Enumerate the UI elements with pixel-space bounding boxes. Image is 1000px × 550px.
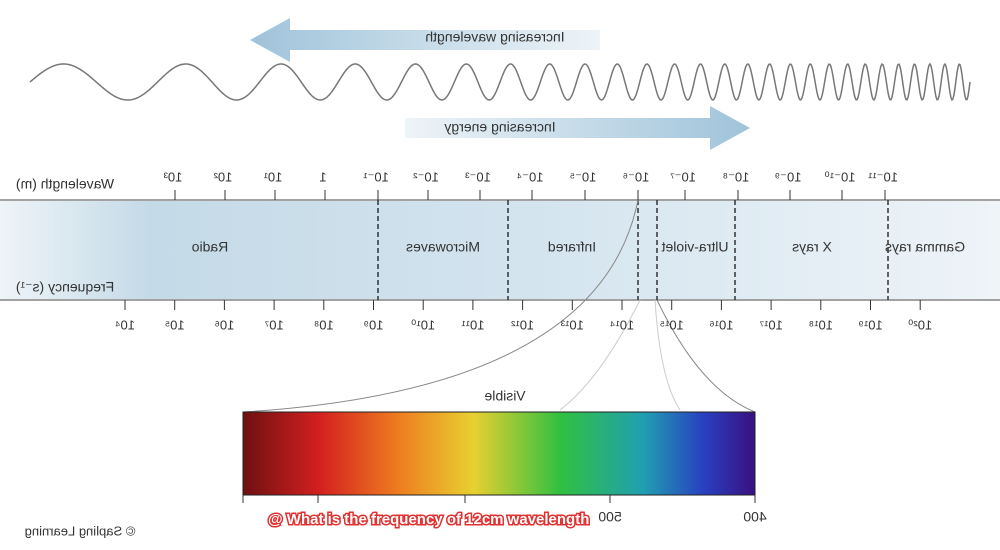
visible-bar bbox=[242, 411, 756, 496]
frequency-tick: 10⁵ bbox=[165, 317, 185, 332]
region-label: Infrared bbox=[548, 239, 596, 255]
wavelength-tick: 10⁻² bbox=[413, 169, 439, 184]
wavelength-tick: 10⁻⁴ bbox=[517, 169, 544, 184]
frequency-tick: 10¹⁶ bbox=[709, 317, 733, 332]
region-label: Microwaves bbox=[406, 239, 480, 255]
wavelength-tick: 10² bbox=[213, 169, 232, 184]
visible-curve bbox=[242, 199, 639, 413]
wavelength-tick: 10⁻⁶ bbox=[623, 169, 650, 184]
frequency-tick: 10⁹ bbox=[363, 317, 383, 332]
frequency-tick: 10¹² bbox=[510, 317, 534, 332]
arrow-label: Increasing energy bbox=[444, 119, 555, 135]
arrow-left bbox=[250, 18, 600, 62]
frequency-tick: 10⁴ bbox=[115, 317, 135, 332]
frequency-tick: 10¹⁷ bbox=[759, 317, 783, 332]
frequency-tick: 10¹⁵ bbox=[660, 317, 684, 332]
axis-label: Wavelength (m) bbox=[16, 176, 114, 192]
axis-label: Frequency (s⁻¹) bbox=[16, 279, 114, 295]
region-label: Ultra-violet bbox=[661, 239, 728, 255]
frequency-tick: 10¹⁴ bbox=[610, 317, 634, 332]
visible-curve bbox=[559, 299, 681, 411]
region-label: Radio bbox=[192, 239, 229, 255]
arrow-right bbox=[405, 106, 750, 150]
credit: © Sapling Learning bbox=[25, 523, 136, 538]
frequency-tick: 10¹³ bbox=[560, 317, 584, 332]
wavelength-tick: 1 bbox=[319, 169, 326, 184]
visible-label: Visible bbox=[484, 388, 525, 404]
frequency-tick: 10¹⁰ bbox=[411, 317, 435, 332]
wavelength-tick: 10⁻¹¹ bbox=[867, 169, 898, 184]
frequency-tick: 10⁸ bbox=[314, 317, 334, 332]
region-label: Gamma rays bbox=[885, 239, 965, 255]
wavelength-nm: 500 bbox=[598, 509, 622, 525]
wavelength-tick: 10⁻¹ bbox=[363, 169, 389, 184]
wavelength-tick: 10¹ bbox=[263, 169, 282, 184]
wavelength-tick: 10⁻⁵ bbox=[570, 169, 597, 184]
wavelength-nm: 400 bbox=[743, 509, 767, 525]
frequency-tick: 10¹¹ bbox=[461, 317, 485, 332]
wavelength-tick: 10⁻¹⁰ bbox=[825, 169, 856, 184]
question-caption: @ What is the frequency of 12cm waveleng… bbox=[268, 511, 589, 528]
arrow-label: Increasing wavelength bbox=[425, 29, 564, 45]
frequency-tick: 10²⁰ bbox=[908, 317, 932, 332]
wavelength-tick: 10⁻⁸ bbox=[723, 169, 750, 184]
frequency-tick: 10¹⁸ bbox=[809, 317, 833, 332]
wavelength-tick: 10⁻⁹ bbox=[775, 169, 802, 184]
frequency-tick: 10¹⁹ bbox=[858, 317, 882, 332]
wavelength-tick: 10⁻³ bbox=[465, 169, 491, 184]
frequency-tick: 10⁷ bbox=[264, 317, 283, 332]
visible-curve bbox=[656, 299, 756, 413]
wavelength-tick: 10⁻⁷ bbox=[670, 169, 696, 184]
wavelength-tick: 10³ bbox=[163, 169, 182, 184]
wave bbox=[29, 62, 971, 102]
band bbox=[0, 201, 1000, 299]
region-label: X rays bbox=[792, 239, 832, 255]
frequency-tick: 10⁶ bbox=[214, 317, 234, 332]
